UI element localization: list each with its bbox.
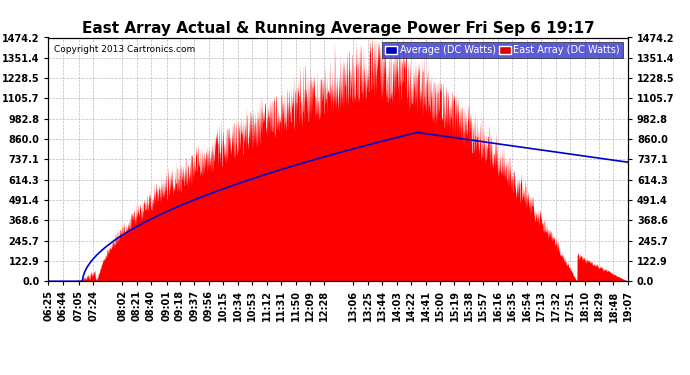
Text: Copyright 2013 Cartronics.com: Copyright 2013 Cartronics.com: [54, 45, 195, 54]
Legend: Average (DC Watts), East Array (DC Watts): Average (DC Watts), East Array (DC Watts…: [382, 42, 623, 58]
Title: East Array Actual & Running Average Power Fri Sep 6 19:17: East Array Actual & Running Average Powe…: [81, 21, 595, 36]
